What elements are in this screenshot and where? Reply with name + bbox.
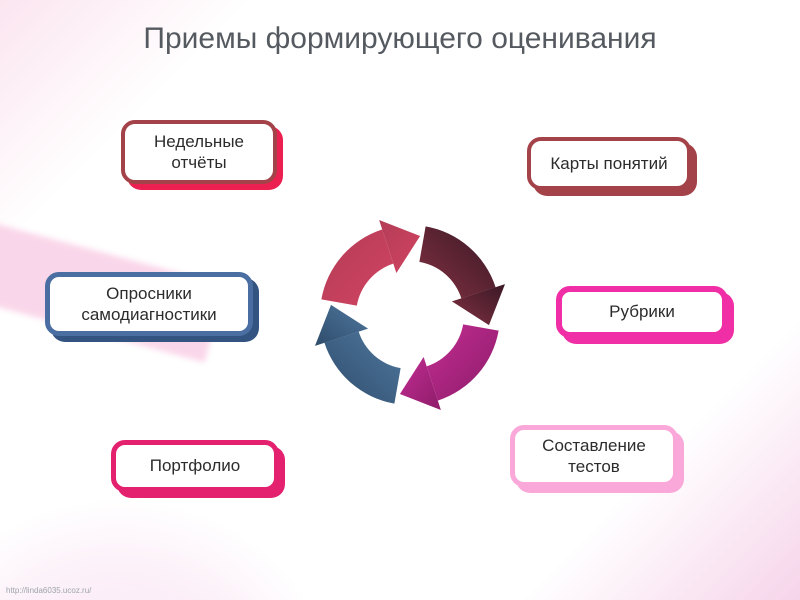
cycle-arrow-1 [419,226,505,325]
cycle-arrow-0 [321,220,420,306]
cycle-diagram [300,205,520,425]
box-portfolio: Портфолио [111,440,279,492]
slide: Приемы формирующего оценивания Недельные… [0,0,800,600]
box-concept-maps: Карты понятий [527,137,691,190]
box-weekly-reports: Недельные отчёты [121,120,277,184]
box-rubrics: Рубрики [556,286,728,338]
box-questionnaires: Опросники самодиагностики [45,272,253,336]
watermark: http://linda6035.ucoz.ru/ [6,586,91,595]
box-test-making: Составление тестов [510,425,678,487]
page-title: Приемы формирующего оценивания [0,22,800,56]
cycle-arrow-3 [315,305,401,404]
cycle-arrow-2 [400,324,499,410]
